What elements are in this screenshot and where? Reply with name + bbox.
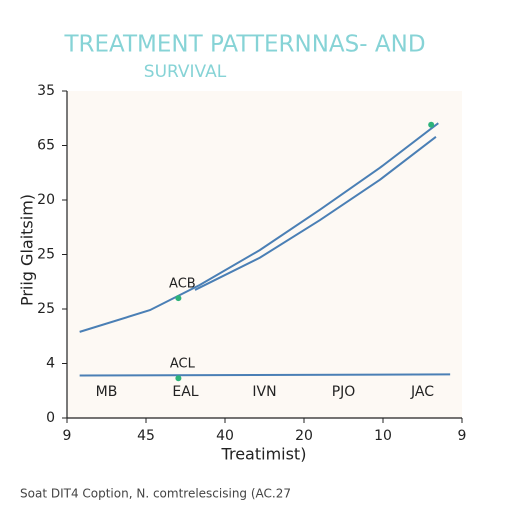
y-tick-label: 4: [46, 356, 55, 372]
x-tick-label: 10: [374, 428, 392, 444]
point: [175, 295, 182, 302]
y-tick-label: 20: [37, 192, 55, 208]
y-axis-label: Priig Glaitsim): [18, 194, 37, 306]
point-label: ACB: [169, 277, 196, 292]
band-label: EAL: [172, 384, 198, 400]
point: [428, 121, 435, 128]
x-tick-label: 45: [137, 428, 155, 444]
point: [175, 375, 182, 382]
x-tick-label: 9: [63, 428, 72, 444]
x-axis-label: Treatimist): [221, 445, 307, 464]
x-tick-label: 20: [295, 428, 313, 444]
y-tick-label: 35: [37, 83, 55, 99]
band-label: MB: [96, 384, 118, 400]
x-tick-label: 40: [216, 428, 234, 444]
band-label: IVN: [252, 384, 276, 400]
x-tick-label: 9: [458, 428, 467, 444]
caption: Soat DIT4 Coption, N. comtrelescising (A…: [20, 487, 291, 501]
band-label: PJO: [332, 384, 356, 400]
band-label: JAC: [410, 384, 434, 400]
line-series: [79, 373, 451, 377]
line-series: [194, 135, 437, 291]
y-tick-label: 25: [37, 301, 55, 317]
chart-subtitle: SURVIVAL: [144, 62, 227, 82]
y-tick-label: 0: [46, 410, 55, 426]
y-tick-label: 65: [37, 138, 55, 154]
y-tick-label: 25: [37, 247, 55, 263]
chart-title: TREATMENT PATTERNNAS- AND: [63, 32, 425, 58]
line-series: [79, 122, 439, 333]
point-label: ACL: [170, 357, 196, 372]
